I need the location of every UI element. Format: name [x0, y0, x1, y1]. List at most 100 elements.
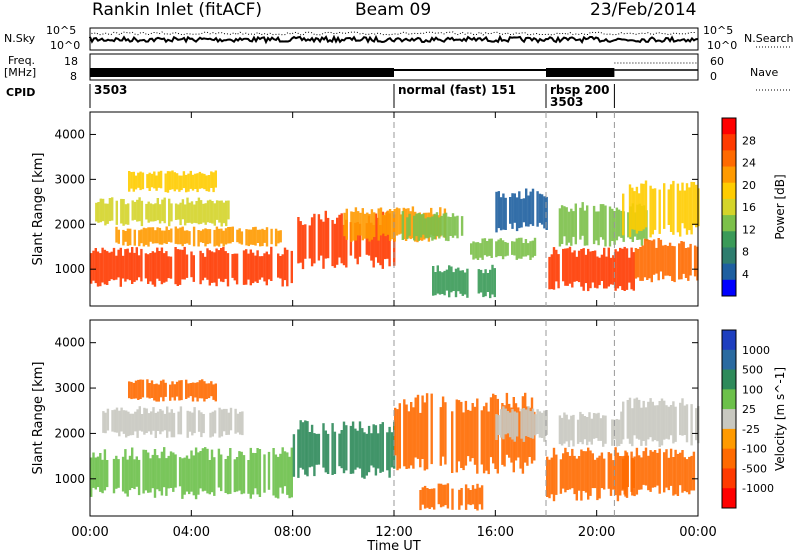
power-range-cell	[279, 230, 282, 243]
velocity-range-cell	[622, 458, 625, 489]
power-range-cell	[680, 241, 683, 280]
velocity-range-cell	[667, 457, 670, 491]
velocity-range-cell	[566, 452, 569, 490]
velocity-range-cell	[315, 433, 318, 465]
velocity-colorbar-swatch	[722, 389, 736, 410]
velocity-range-cell	[121, 456, 125, 492]
power-range-cell	[128, 171, 131, 192]
velocity-range-cell	[433, 488, 436, 510]
velocity-range-cell	[158, 458, 161, 492]
velocity-range-cell	[201, 379, 204, 399]
power-range-cell	[133, 201, 137, 220]
power-range-cell	[584, 254, 588, 284]
velocity-range-cell	[439, 483, 443, 508]
power-range-cell	[520, 198, 523, 228]
velocity-range-cell	[451, 488, 454, 510]
power-colorbar-swatch	[722, 118, 736, 135]
velocity-range-cell	[614, 447, 617, 496]
velocity-range-cell	[338, 433, 341, 467]
velocity-range-cell	[591, 453, 594, 489]
power-range-cell	[251, 252, 255, 284]
velocity-range-cell	[140, 414, 144, 432]
x-tick-label: 16:00	[477, 525, 514, 540]
velocity-range-cell	[113, 409, 116, 433]
velocity-range-cell	[640, 407, 643, 446]
velocity-range-cell	[233, 459, 236, 493]
velocity-range-cell	[545, 410, 548, 435]
velocity-range-cell	[99, 453, 102, 492]
power-range-cell	[438, 271, 442, 295]
velocity-range-cell	[235, 457, 239, 492]
power-range-cell	[130, 172, 133, 189]
power-range-cell	[552, 247, 556, 290]
freq-bar-rbsp	[546, 68, 615, 77]
velocity-range-cell	[205, 383, 208, 399]
power-range-cell	[379, 207, 383, 236]
power-range-cell	[604, 205, 607, 247]
velocity-range-cell	[596, 457, 599, 501]
power-range-cell	[181, 249, 184, 280]
power-range-cell	[177, 204, 180, 220]
power-range-cell	[153, 252, 157, 287]
power-range-cell	[190, 251, 193, 278]
power-range-cell	[444, 212, 448, 241]
power-range-cell	[179, 227, 182, 245]
velocity-range-cell	[207, 383, 211, 399]
power-range-cell	[191, 174, 195, 191]
power-range-cell	[470, 243, 473, 255]
power-range-cell	[204, 256, 207, 278]
velocity-range-cell	[326, 433, 330, 474]
velocity-range-cell	[513, 411, 516, 442]
power-range-cell	[692, 182, 696, 226]
velocity-range-cell	[308, 432, 311, 468]
power-range-cell	[515, 197, 519, 232]
velocity-range-cell	[626, 400, 629, 439]
power-range-cell	[574, 203, 577, 245]
power-range-cell	[684, 248, 688, 278]
y-tick-label: 2000	[54, 426, 85, 440]
power-range-cell	[501, 240, 505, 260]
power-range-cell	[395, 207, 399, 236]
velocity-range-cell	[617, 419, 621, 446]
velocity-range-cell	[154, 412, 157, 438]
power-range-cell	[217, 228, 221, 247]
power-range-cell	[682, 241, 685, 274]
velocity-range-cell	[197, 452, 200, 495]
power-range-cell	[171, 170, 174, 190]
power-range-cell	[227, 227, 230, 244]
power-range-cell	[687, 247, 690, 281]
power-range-cell	[567, 211, 571, 243]
power-range-cell	[199, 250, 202, 285]
power-range-cell	[580, 249, 583, 287]
velocity-range-cell	[531, 408, 535, 439]
velocity-range-cell	[317, 433, 321, 465]
velocity-range-cell	[111, 410, 114, 432]
velocity-range-cell	[196, 382, 199, 402]
power-range-cell	[215, 248, 218, 287]
velocity-colorbar-tick: 500	[742, 364, 763, 377]
power-range-cell	[491, 264, 494, 295]
power-range-cell	[653, 188, 657, 230]
power-range-cell	[151, 251, 154, 285]
nsearch-label: N.Search	[744, 32, 794, 45]
velocity-range-cell	[351, 421, 355, 474]
y-tick-label: 1000	[54, 472, 85, 486]
velocity-range-cell	[206, 448, 209, 494]
power-range-cell	[474, 242, 477, 259]
power-range-cell	[644, 180, 648, 228]
power-range-cell	[170, 203, 173, 222]
power-range-cell	[179, 202, 182, 226]
velocity-range-cell	[356, 430, 359, 468]
velocity-range-cell	[474, 488, 477, 509]
velocity-range-cell	[204, 447, 207, 491]
velocity-range-cell	[598, 455, 601, 499]
velocity-range-cell	[171, 381, 174, 398]
power-range-cell	[249, 229, 253, 245]
velocity-range-cell	[460, 488, 463, 506]
power-range-cell	[90, 253, 93, 284]
velocity-range-cell	[168, 412, 171, 432]
power-range-cell	[245, 249, 248, 285]
cpid-segment-label: rbsp 200	[550, 83, 609, 97]
power-range-cell	[208, 229, 212, 244]
velocity-range-cell	[658, 401, 661, 447]
